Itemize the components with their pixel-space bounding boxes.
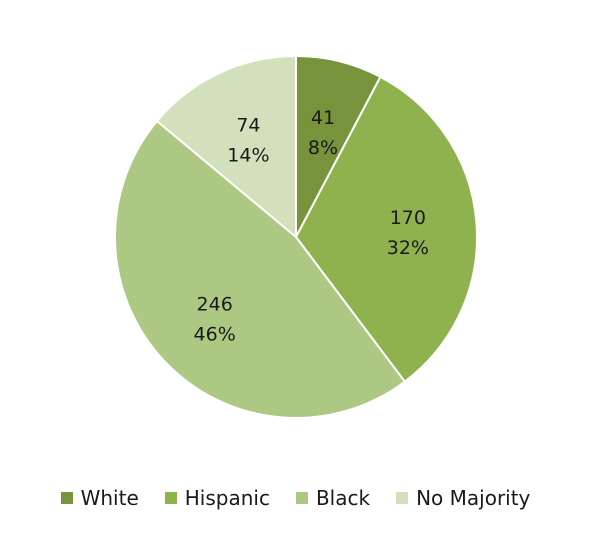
legend-label-no-majority: No Majority bbox=[416, 486, 531, 510]
legend-swatch-no-majority bbox=[396, 492, 409, 504]
pie-slice-black bbox=[114, 119, 407, 419]
pie-slice-no-majority bbox=[155, 54, 297, 240]
legend-item-hispanic: Hispanic bbox=[164, 486, 270, 510]
legend-label-hispanic: Hispanic bbox=[184, 486, 270, 510]
data-label-value-no-majority: 74 bbox=[236, 114, 260, 136]
data-label-percent-hispanic: 32% bbox=[387, 237, 429, 259]
data-label-value-white: 41 bbox=[311, 107, 335, 129]
data-label-percent-no-majority: 14% bbox=[227, 144, 269, 166]
pie-slice-hispanic bbox=[294, 75, 478, 384]
data-label-value-hispanic: 170 bbox=[390, 207, 426, 229]
legend-swatch-hispanic bbox=[164, 492, 177, 504]
legend-label-black: Black bbox=[315, 486, 371, 510]
legend-swatch-black bbox=[295, 492, 308, 504]
chart-legend: White Hispanic Black No Majority bbox=[0, 484, 591, 512]
data-label-value-black: 246 bbox=[197, 293, 233, 315]
legend-swatch-white bbox=[60, 492, 73, 504]
legend-item-white: White bbox=[60, 486, 139, 510]
legend-label-white: White bbox=[80, 486, 139, 510]
data-label-percent-white: 8% bbox=[308, 137, 338, 159]
pie-labels: 41 8% 170 32% 246 46% 74 14% bbox=[194, 107, 429, 345]
legend-item-black: Black bbox=[295, 486, 371, 510]
pie-slices bbox=[114, 54, 478, 419]
data-label-percent-black: 46% bbox=[194, 323, 236, 345]
legend-item-no-majority: No Majority bbox=[396, 486, 530, 510]
